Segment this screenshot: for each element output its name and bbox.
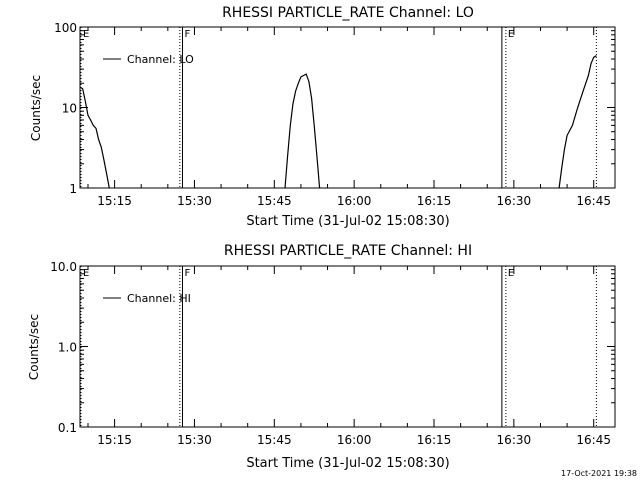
panel-lo-marker-label-2: F xyxy=(184,29,190,40)
panel-lo-x-ticks: 15:15 15:30 15:45 16:00 16:15 16:30 16:45 xyxy=(87,27,611,208)
panel-hi-x-tick-label-15-15: 15:15 xyxy=(97,433,132,447)
panel-lo-x-tick-label-15-45: 15:45 xyxy=(257,194,292,208)
panel-lo-x-tick-label-16-15: 16:15 xyxy=(417,194,452,208)
panel-hi-marker-label-0: E xyxy=(83,268,89,279)
panel-hi-marker-label-4: E xyxy=(508,268,514,279)
panel-lo-legend-label: Channel: LO xyxy=(127,53,194,66)
panel-lo-y-tick-label-1: 10 xyxy=(62,102,77,116)
panel-hi-x-tick-label-15-45: 15:45 xyxy=(257,433,292,447)
panel-hi-y-tick-label-1: 1.0 xyxy=(58,341,77,355)
footer-timestamp: 17-Oct-2021 19:38 xyxy=(561,469,637,478)
panel-lo-title: RHESSI PARTICLE_RATE Channel: LO xyxy=(222,5,474,21)
panel-hi-x-tick-label-16-15: 16:15 xyxy=(417,433,452,447)
panel-lo-series-0-segment-0 xyxy=(79,86,110,189)
panel-hi-x-tick-label-15-30: 15:30 xyxy=(177,433,212,447)
panel-lo: RHESSI PARTICLE_RATE Channel: LO Start T… xyxy=(29,5,616,229)
panel-hi: RHESSI PARTICLE_RATE Channel: HI Start T… xyxy=(27,243,616,471)
panel-lo-legend: Channel: LO xyxy=(103,53,194,66)
panel-lo-series-0-segment-1 xyxy=(284,73,321,189)
panel-lo-x-tick-label-16-00: 16:00 xyxy=(337,194,372,208)
panel-hi-y-tick-label-2: 10.0 xyxy=(50,260,77,274)
panel-hi-x-axis-label: Start Time (31-Jul-02 15:08:30) xyxy=(246,456,449,471)
panel-lo-y-ticks: 1 10 100 xyxy=(54,21,615,196)
panel-lo-marker-label-4: E xyxy=(508,29,514,40)
panel-lo-x-tick-label-16-30: 16:30 xyxy=(497,194,532,208)
panel-hi-x-tick-label-16-00: 16:00 xyxy=(337,433,372,447)
panel-lo-x-axis-label: Start Time (31-Jul-02 15:08:30) xyxy=(246,214,449,229)
panel-lo-y-tick-label-2: 100 xyxy=(54,21,77,35)
panel-lo-plot-frame xyxy=(79,26,616,189)
panel-lo-x-tick-label-16-45: 16:45 xyxy=(576,194,611,208)
panel-lo-x-tick-label-15-15: 15:15 xyxy=(97,194,132,208)
panel-lo-series-0-segment-2 xyxy=(558,55,597,189)
panel-hi-plot-frame xyxy=(79,265,616,428)
panel-lo-series xyxy=(79,55,597,189)
panel-hi-y-tick-label-0: 0.1 xyxy=(58,421,77,435)
panel-hi-y-axis-label: Counts/sec xyxy=(27,314,41,380)
panel-hi-x-ticks: 15:15 15:30 15:45 16:00 16:15 16:30 16:45 xyxy=(87,266,611,447)
panel-lo-x-tick-label-15-30: 15:30 xyxy=(177,194,212,208)
panel-hi-x-tick-label-16-30: 16:30 xyxy=(497,433,532,447)
panel-hi-y-ticks: 0.1 1.0 10.0 xyxy=(50,260,615,435)
panel-hi-marker-label-2: F xyxy=(184,268,190,279)
panel-hi-x-tick-label-16-45: 16:45 xyxy=(576,433,611,447)
panel-hi-legend-label: Channel: HI xyxy=(127,292,191,305)
panel-lo-y-axis-label: Counts/sec xyxy=(29,75,43,141)
panel-lo-marker-label-0: E xyxy=(83,29,89,40)
panel-lo-y-tick-label-0: 1 xyxy=(69,182,77,196)
panel-hi-title: RHESSI PARTICLE_RATE Channel: HI xyxy=(224,243,472,259)
panel-hi-legend: Channel: HI xyxy=(103,292,191,305)
